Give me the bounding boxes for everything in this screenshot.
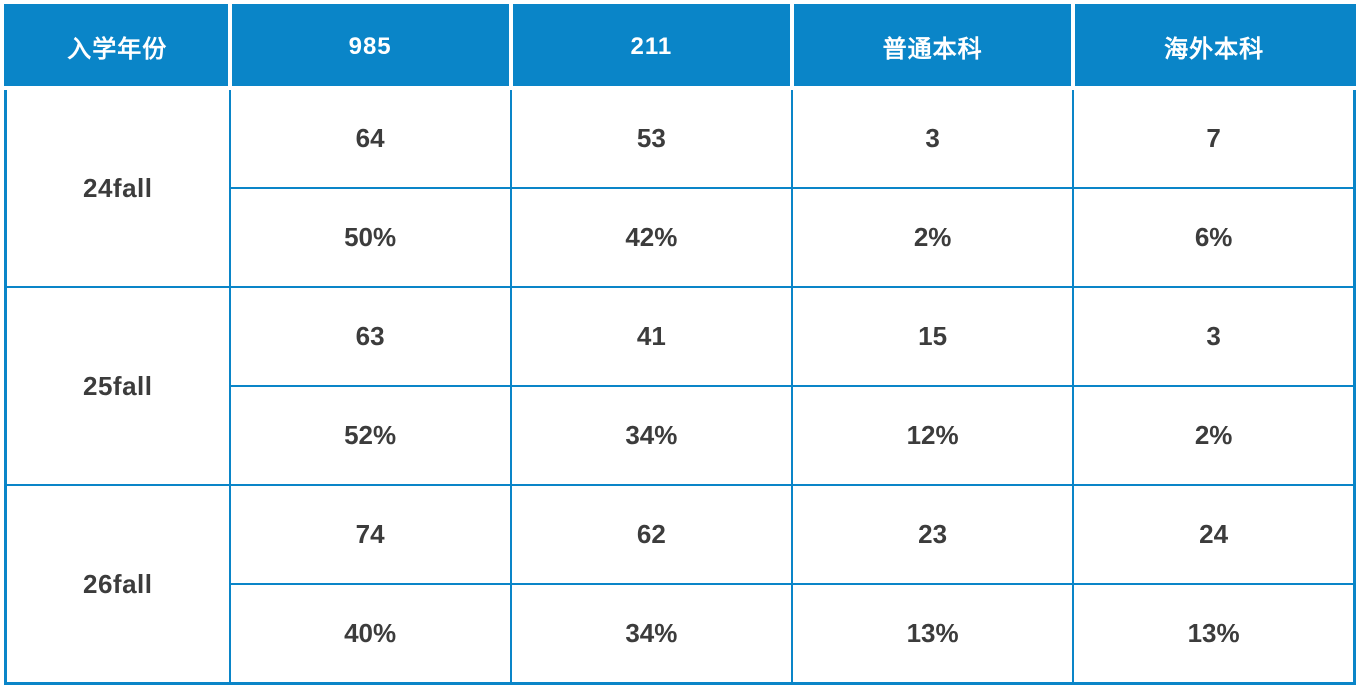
count-cell: 63 — [228, 286, 512, 387]
row-label-25fall: 25fall — [4, 286, 231, 486]
table-row-26fall-percents: 40% 34% 13% 13% — [6, 583, 1356, 685]
percent-cell: 6% — [1072, 187, 1356, 288]
percent-cell: 12% — [790, 385, 1075, 486]
percent-cell: 40% — [228, 583, 512, 685]
table-row-25fall-counts: 25fall 63 41 15 3 — [4, 286, 1356, 486]
count-cell: 23 — [790, 484, 1075, 585]
enrollment-table: 入学年份 985 211 普通本科 海外本科 24fall 64 53 3 7 … — [4, 4, 1356, 685]
count-cell: 24 — [1072, 484, 1356, 585]
row-label-26fall: 26fall — [4, 484, 231, 685]
percent-cell: 2% — [1072, 385, 1356, 486]
percent-cell: 42% — [509, 187, 794, 288]
count-cell: 41 — [509, 286, 794, 387]
count-cell: 7 — [1072, 87, 1356, 189]
percent-cell: 13% — [790, 583, 1075, 685]
header-row: 入学年份 985 211 普通本科 海外本科 — [5, 5, 1355, 90]
table-row-26fall-counts: 26fall 74 62 23 24 — [4, 484, 1356, 685]
percent-cell: 34% — [509, 385, 794, 486]
header-cell-211: 211 — [508, 5, 795, 90]
count-cell: 64 — [228, 87, 512, 189]
percent-cell: 2% — [790, 187, 1075, 288]
percent-cell: 34% — [509, 583, 794, 685]
count-cell: 15 — [790, 286, 1075, 387]
table-row-25fall-percents: 52% 34% 12% 2% — [6, 385, 1356, 486]
header-cell-985: 985 — [227, 5, 513, 90]
header-cell-year: 入学年份 — [5, 5, 232, 90]
header-cell-regular: 普通本科 — [789, 5, 1076, 90]
percent-cell: 52% — [228, 385, 512, 486]
percent-cell: 50% — [228, 187, 512, 288]
header-cell-overseas: 海外本科 — [1071, 5, 1355, 90]
table-page: 入学年份 985 211 普通本科 海外本科 24fall 64 53 3 7 … — [4, 4, 1356, 685]
count-cell: 53 — [509, 87, 794, 189]
count-cell: 74 — [228, 484, 512, 585]
count-cell: 62 — [509, 484, 794, 585]
row-label-24fall: 24fall — [4, 87, 231, 288]
table-row-24fall-percents: 50% 42% 2% 6% — [6, 187, 1356, 288]
count-cell: 3 — [790, 87, 1075, 189]
table-row-24fall-counts: 24fall 64 53 3 7 — [4, 87, 1356, 288]
count-cell: 3 — [1072, 286, 1356, 387]
percent-cell: 13% — [1072, 583, 1356, 685]
